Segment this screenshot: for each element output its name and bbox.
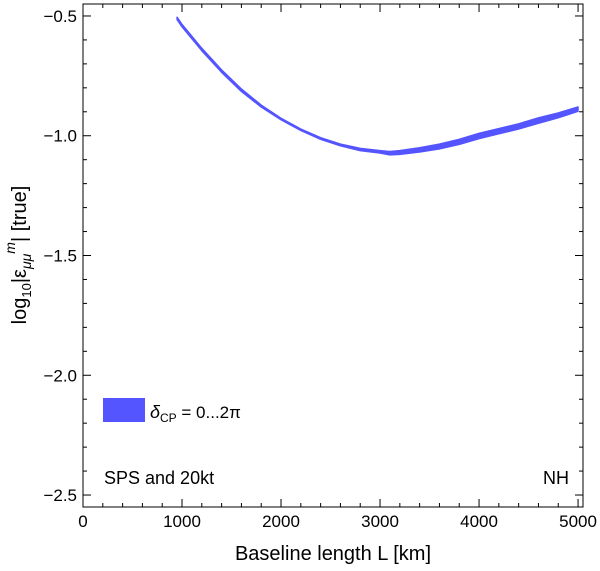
x-tick-label: 3000 [361, 512, 399, 531]
x-tick-label: 4000 [460, 512, 498, 531]
legend-label: δCP = 0...2π [150, 402, 241, 425]
y-tick-label: −2.0 [43, 366, 77, 385]
series-band [176, 16, 579, 156]
series-layer [176, 16, 579, 156]
y-tick-label: −1.0 [43, 127, 77, 146]
x-tick-label: 1000 [163, 512, 201, 531]
x-tick-labels: 0 1000 2000 3000 4000 5000 [78, 512, 597, 531]
legend-swatch [103, 398, 145, 422]
annotation-hierarchy: NH [543, 468, 569, 488]
plot-frame [82, 3, 584, 508]
y-axis-label: log10|εμμm| [true] [2, 186, 34, 325]
annotation-experiment: SPS and 20kt [104, 468, 214, 488]
y-tick-labels: −2.5 −2.0 −1.5 −1.0 −0.5 [43, 7, 77, 505]
x-axis-label: Baseline length L [km] [235, 543, 431, 565]
ticks [82, 4, 583, 507]
y-tick-label: −2.5 [43, 486, 77, 505]
y-tick-label: −0.5 [43, 7, 77, 26]
x-tick-label: 0 [78, 512, 87, 531]
x-tick-label: 5000 [559, 512, 597, 531]
x-tick-label: 2000 [262, 512, 300, 531]
y-tick-label: −1.5 [43, 247, 77, 266]
